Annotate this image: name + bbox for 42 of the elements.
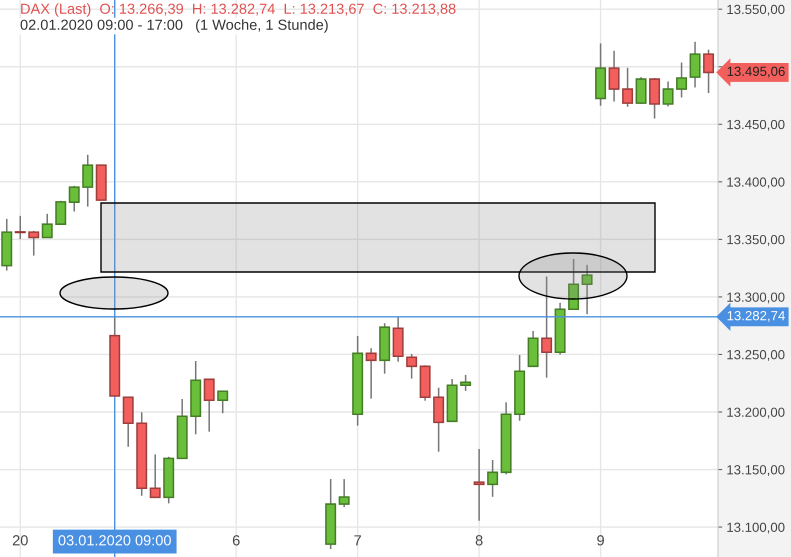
candlestick (676, 62, 688, 98)
candlestick (622, 67, 634, 108)
chart-title: DAX (Last) O: 13.266,39 H: 13.282,74 L: 13.213,67 C: 13.213,88 (21, 3, 456, 17)
candlestick (217, 390, 228, 414)
y-tick-label: 13.200,00 (727, 408, 785, 418)
x-tick-label: 7 (354, 535, 361, 546)
candlestick (82, 154, 94, 208)
candlestick (582, 264, 593, 315)
x-tick-label: 8 (476, 535, 483, 546)
text: 13.495,06 (728, 66, 785, 78)
candlestick (150, 454, 161, 498)
candlestick (474, 448, 485, 522)
y-tick-label: 13.550,00 (727, 4, 785, 16)
candlestick (662, 80, 674, 108)
text: 02.01.2020 09:00 - 17:00 (1 Woche, 1 Stunde) (20, 19, 328, 33)
candlestick (487, 459, 498, 498)
candlestick (42, 213, 53, 238)
x-tick-label: 9 (597, 535, 604, 546)
x-tick-label: 03.01.2020 09:00 (58, 535, 171, 546)
ref-line-label: 13.282,74 (728, 310, 785, 322)
candlestick (28, 230, 40, 256)
candlestick (55, 200, 66, 225)
candlestick (68, 185, 80, 212)
candlestick (406, 353, 418, 380)
candlestick (690, 41, 701, 88)
y-tick-label: 13.300,00 (727, 292, 785, 304)
candlestick (608, 50, 620, 102)
y-tick-label: 13.100,00 (727, 522, 785, 534)
candlestick (541, 276, 552, 378)
y-tick-label: 13.150,00 (727, 465, 785, 476)
candlestick (460, 374, 472, 392)
x-tick-label: 6 (232, 535, 240, 546)
y-tick-label: 13.400,00 (727, 177, 785, 188)
y-tick-label: 13.450,00 (727, 120, 785, 131)
y-tick-label: 13.350,00 (727, 234, 785, 246)
y-tick-label: 13.250,00 (727, 350, 785, 361)
candlestick (703, 48, 714, 94)
candlestick (338, 478, 350, 508)
candlestick (204, 378, 215, 432)
candlestick (14, 215, 26, 240)
x-tick-label: 20 (12, 535, 28, 546)
candlestick (366, 347, 377, 400)
